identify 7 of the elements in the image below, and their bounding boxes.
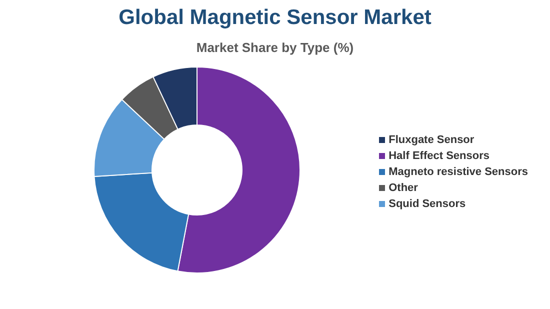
legend-label: Magneto resistive Sensors [388, 166, 528, 178]
legend-label: Fluxgate Sensor [388, 134, 474, 146]
legend-label: Squid Sensors [388, 198, 466, 210]
legend-label: Half Effect Sensors [388, 150, 490, 162]
chart-title: Global Magnetic Sensor Market [118, 6, 432, 30]
legend-label: Other [388, 182, 418, 194]
chart-subtitle: Market Share by Type (%) [195, 40, 355, 55]
